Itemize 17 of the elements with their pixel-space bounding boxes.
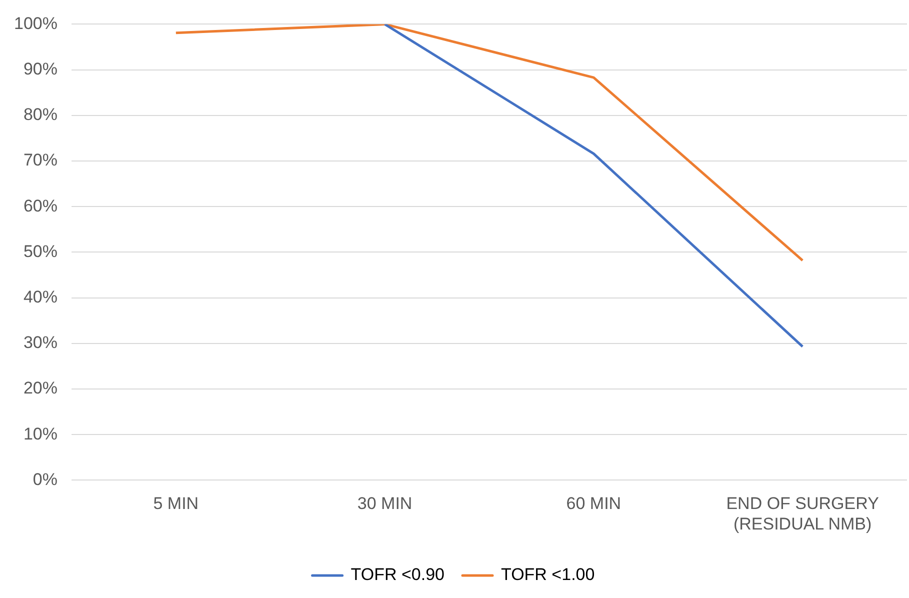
legend-label: TOFR <0.90 xyxy=(350,565,445,584)
y-tick-label: 0% xyxy=(32,470,58,489)
legend-label: TOFR <1.00 xyxy=(501,565,595,584)
y-tick-label: 40% xyxy=(23,287,58,306)
y-tick-label: 100% xyxy=(14,14,58,33)
y-tick-label: 10% xyxy=(23,424,58,444)
y-tick-label: 80% xyxy=(23,105,58,124)
y-tick-label: 60% xyxy=(23,196,58,216)
y-tick-label: 30% xyxy=(23,333,58,352)
y-tick-label: 20% xyxy=(23,378,58,398)
x-tick-label: END OF SURGERY (RESIDUAL NMB) xyxy=(726,494,879,534)
y-tick-label: 70% xyxy=(23,150,58,170)
y-tick-label: 50% xyxy=(23,242,58,261)
y-tick-label: 90% xyxy=(23,59,58,78)
x-tick-label: 30 MIN xyxy=(357,494,412,514)
x-tick-label: 60 MIN xyxy=(566,494,622,514)
x-tick-label: 5 MIN xyxy=(153,494,199,514)
